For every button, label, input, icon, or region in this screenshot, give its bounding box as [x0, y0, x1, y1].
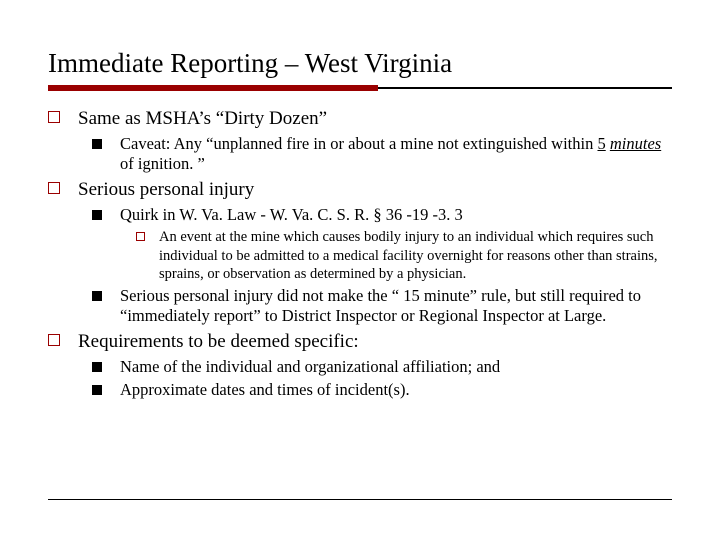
list-item-text: Requirements to be deemed specific: [78, 330, 359, 354]
text-run: of ignition. ” [120, 154, 205, 173]
hollow-square-icon [48, 334, 60, 346]
list-item-text: Serious personal injury did not make the… [120, 286, 672, 327]
footer-rule [48, 499, 672, 500]
list-item-text: Approximate dates and times of incident(… [120, 380, 410, 401]
list-item: An event at the mine which causes bodily… [136, 228, 672, 282]
list-item: Serious personal injury [48, 178, 672, 202]
list-item: Caveat: Any “unplanned fire in or about … [92, 134, 672, 175]
accent-rule-left [48, 85, 378, 91]
list-item: Serious personal injury did not make the… [92, 286, 672, 327]
list-item: Requirements to be deemed specific: [48, 330, 672, 354]
solid-square-icon [92, 385, 102, 395]
slide-title: Immediate Reporting – West Virginia [48, 48, 672, 79]
hollow-square-icon [48, 111, 60, 123]
text-run-underline: 5 [597, 134, 605, 153]
list-item: Name of the individual and organizationa… [92, 357, 672, 378]
solid-square-icon [92, 291, 102, 301]
list-item-text: Serious personal injury [78, 178, 254, 202]
list-item: Approximate dates and times of incident(… [92, 380, 672, 401]
list-item-text: Same as MSHA’s “Dirty Dozen” [78, 107, 327, 131]
accent-rule-right [378, 87, 672, 89]
list-item-text: An event at the mine which causes bodily… [159, 228, 672, 282]
hollow-square-small-icon [136, 232, 145, 241]
accent-rule [48, 85, 672, 91]
list-item: Quirk in W. Va. Law - W. Va. C. S. R. § … [92, 205, 672, 226]
list-item-text: Quirk in W. Va. Law - W. Va. C. S. R. § … [120, 205, 463, 226]
list-item-text: Caveat: Any “unplanned fire in or about … [120, 134, 672, 175]
list-item-text: Name of the individual and organizationa… [120, 357, 500, 378]
solid-square-icon [92, 139, 102, 149]
solid-square-icon [92, 210, 102, 220]
solid-square-icon [92, 362, 102, 372]
text-run: Caveat: Any “unplanned fire in or about … [120, 134, 597, 153]
text-run-italic-underline: minutes [610, 134, 661, 153]
list-item: Same as MSHA’s “Dirty Dozen” [48, 107, 672, 131]
hollow-square-icon [48, 182, 60, 194]
